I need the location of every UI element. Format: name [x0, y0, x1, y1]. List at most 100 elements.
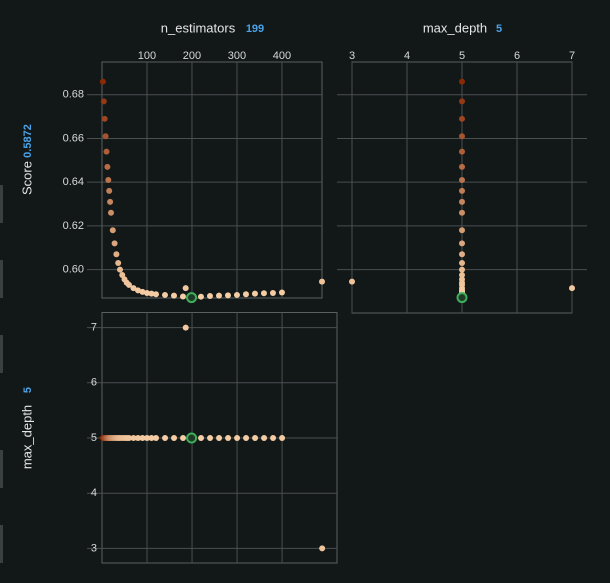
- y-tick-label: 3: [91, 542, 97, 554]
- trial-point: [215, 292, 222, 299]
- trial-point: [459, 98, 465, 105]
- trial-point: [269, 289, 276, 296]
- y-tick-label: 0.60: [63, 263, 84, 275]
- trial-point: [216, 435, 223, 441]
- trial-point: [130, 285, 137, 292]
- trial-point: [182, 285, 189, 292]
- trial-point: [139, 435, 146, 441]
- trial-point: [113, 251, 120, 258]
- row-best: 0.5872: [22, 124, 34, 158]
- trial-point: [251, 290, 258, 297]
- trial-point: [459, 148, 465, 155]
- trial-point: [270, 435, 277, 441]
- trial-point: [459, 177, 465, 183]
- column-best: 5: [496, 23, 502, 35]
- trial-point: [106, 187, 113, 194]
- trial-point: [459, 163, 465, 170]
- trial-point: [459, 251, 465, 258]
- trial-point: [459, 266, 465, 273]
- row-header: max_depth: [19, 405, 34, 469]
- trial-point: [115, 260, 122, 267]
- trial-point: [125, 281, 132, 288]
- trial-point: [198, 435, 205, 441]
- best-point: [186, 432, 198, 444]
- trial-point: [224, 292, 231, 299]
- x-tick-label: 3: [349, 50, 355, 62]
- y-tick-label: 5: [91, 432, 97, 444]
- trial-point: [143, 289, 150, 296]
- trial-point: [180, 435, 187, 441]
- x-tick-label: 300: [228, 50, 246, 62]
- trial-point: [569, 285, 575, 292]
- trial-point: [459, 272, 465, 279]
- trial-point: [105, 177, 112, 183]
- trial-point: [109, 227, 116, 234]
- trial-point: [101, 115, 108, 122]
- y-tick-label: 6: [91, 377, 97, 389]
- trial-point: [182, 324, 189, 331]
- trial-point: [261, 435, 268, 441]
- trial-point: [103, 148, 110, 155]
- trial-point: [104, 163, 111, 170]
- trial-point: [252, 435, 259, 441]
- trial-point: [197, 293, 204, 300]
- y-tick-label: 0.64: [63, 176, 84, 188]
- side-tab: [0, 185, 3, 223]
- trial-point: [99, 78, 106, 85]
- trial-point: [135, 435, 142, 441]
- x-tick-label: 200: [183, 50, 201, 62]
- column-best: 199: [246, 23, 264, 35]
- trial-point: [130, 435, 137, 441]
- trial-point: [148, 435, 155, 441]
- trial-point: [179, 293, 186, 300]
- trial-point: [171, 435, 178, 441]
- trial-point: [161, 291, 168, 298]
- row-best: 5: [22, 387, 34, 393]
- trial-point: [459, 78, 465, 85]
- side-tab: [0, 450, 3, 488]
- trial-point: [319, 278, 325, 285]
- trial-point: [260, 290, 267, 297]
- trial-point: [349, 278, 355, 285]
- side-tab: [0, 525, 3, 563]
- trial-point: [107, 198, 114, 205]
- best-point: [456, 292, 468, 304]
- trial-point: [242, 291, 249, 298]
- trial-point: [162, 435, 169, 441]
- trial-point: [170, 292, 177, 299]
- x-tick-label: 400: [273, 50, 291, 62]
- trial-point: [459, 227, 465, 234]
- trial-point: [459, 133, 465, 140]
- trial-point: [111, 240, 118, 247]
- trial-point: [459, 240, 465, 247]
- column-header: max_depth: [423, 20, 487, 35]
- trial-point: [139, 288, 146, 295]
- trial-point: [459, 198, 465, 205]
- column-header: n_estimators: [161, 20, 236, 35]
- y-tick-label: 0.68: [63, 89, 84, 101]
- trial-point: [459, 187, 465, 194]
- y-tick-label: 0.62: [63, 220, 84, 232]
- trial-point: [459, 209, 465, 216]
- trial-point: [207, 435, 214, 441]
- trial-point: [459, 260, 465, 267]
- x-tick-label: 6: [514, 50, 520, 62]
- trial-point: [243, 435, 250, 441]
- y-tick-label: 7: [91, 321, 97, 333]
- trial-point: [153, 435, 160, 441]
- trial-point: [148, 290, 155, 297]
- trial-point: [278, 289, 285, 296]
- trial-point: [319, 545, 326, 552]
- trial-point: [116, 266, 123, 273]
- x-tick-label: 7: [569, 50, 575, 62]
- x-tick-label: 100: [138, 50, 156, 62]
- side-tab: [0, 260, 3, 298]
- trial-point: [206, 293, 213, 300]
- trial-point: [102, 133, 109, 140]
- trial-point: [459, 115, 465, 122]
- row-header: Score: [19, 161, 34, 195]
- x-tick-label: 5: [459, 50, 465, 62]
- trial-point: [279, 435, 286, 441]
- y-tick-label: 0.66: [63, 132, 84, 144]
